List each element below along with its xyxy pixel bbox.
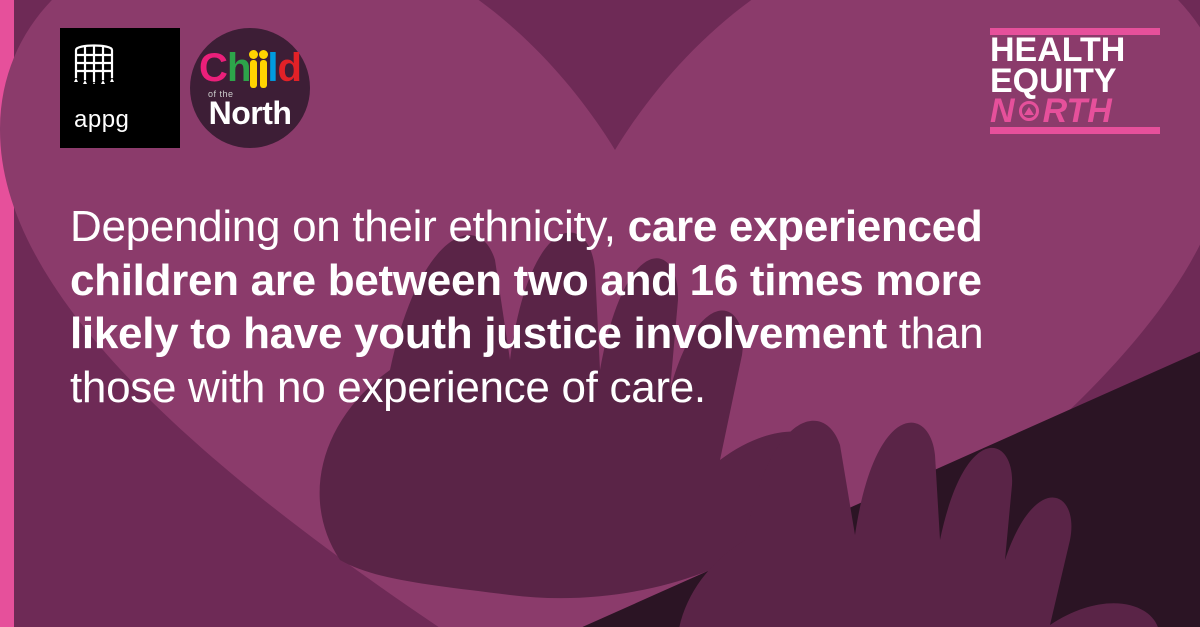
health-equity-north-logo: HEALTH EQUITY N RTH bbox=[990, 28, 1160, 134]
appg-label: appg bbox=[74, 106, 166, 134]
logo-group-left: appg Chld of the North bbox=[60, 28, 310, 148]
stmt-pre: Depending on their ethnicity, bbox=[70, 202, 628, 251]
child-of-the-north-logo: Chld of the North bbox=[190, 28, 310, 148]
cotn-line1: Chld bbox=[199, 48, 301, 88]
hen-north-n: N bbox=[990, 96, 1015, 127]
hen-north-rth: RTH bbox=[1043, 96, 1112, 127]
infographic-canvas: appg Chld of the North HEALTH EQUITY N R… bbox=[0, 0, 1200, 627]
hen-line1: HEALTH bbox=[990, 35, 1160, 66]
portcullis-icon bbox=[74, 40, 114, 84]
north-arrow-icon bbox=[1019, 101, 1039, 121]
appg-logo: appg bbox=[60, 28, 180, 148]
main-statement: Depending on their ethnicity, care exper… bbox=[70, 200, 1090, 415]
cotn-line2: North bbox=[209, 97, 292, 129]
hen-line3: N RTH bbox=[990, 96, 1160, 127]
